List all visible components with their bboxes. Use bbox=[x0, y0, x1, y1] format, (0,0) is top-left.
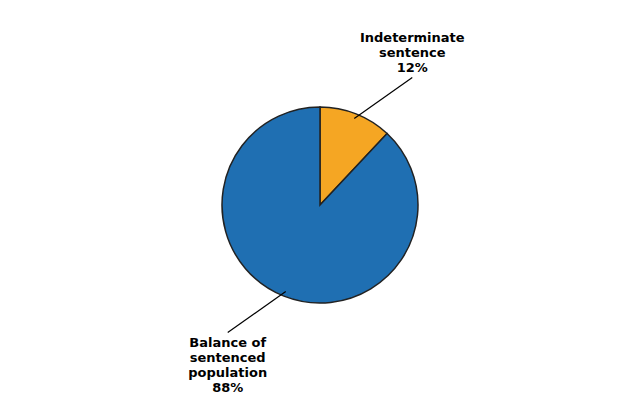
chart: Indeterminatesentence12%Balance ofsenten… bbox=[0, 0, 640, 411]
annotation-line bbox=[228, 292, 286, 333]
annotation: Indeterminatesentence12% bbox=[360, 30, 465, 75]
annotation-line-text: 12% bbox=[397, 60, 428, 75]
annotation-line bbox=[354, 77, 412, 118]
annotation-line-text: Indeterminate bbox=[360, 30, 465, 45]
annotation-line-text: Balance of bbox=[189, 335, 266, 350]
annotation-line-text: sentenced bbox=[190, 350, 266, 365]
annotation: Balance ofsentencedpopulation88% bbox=[188, 335, 267, 395]
annotations: Indeterminatesentence12%Balance ofsenten… bbox=[188, 30, 465, 394]
annotation-line-text: 88% bbox=[212, 380, 243, 395]
annotation-line-text: sentence bbox=[379, 45, 446, 60]
pie-slice bbox=[222, 107, 418, 303]
annotation-line-text: population bbox=[188, 365, 267, 380]
slices bbox=[222, 107, 418, 303]
